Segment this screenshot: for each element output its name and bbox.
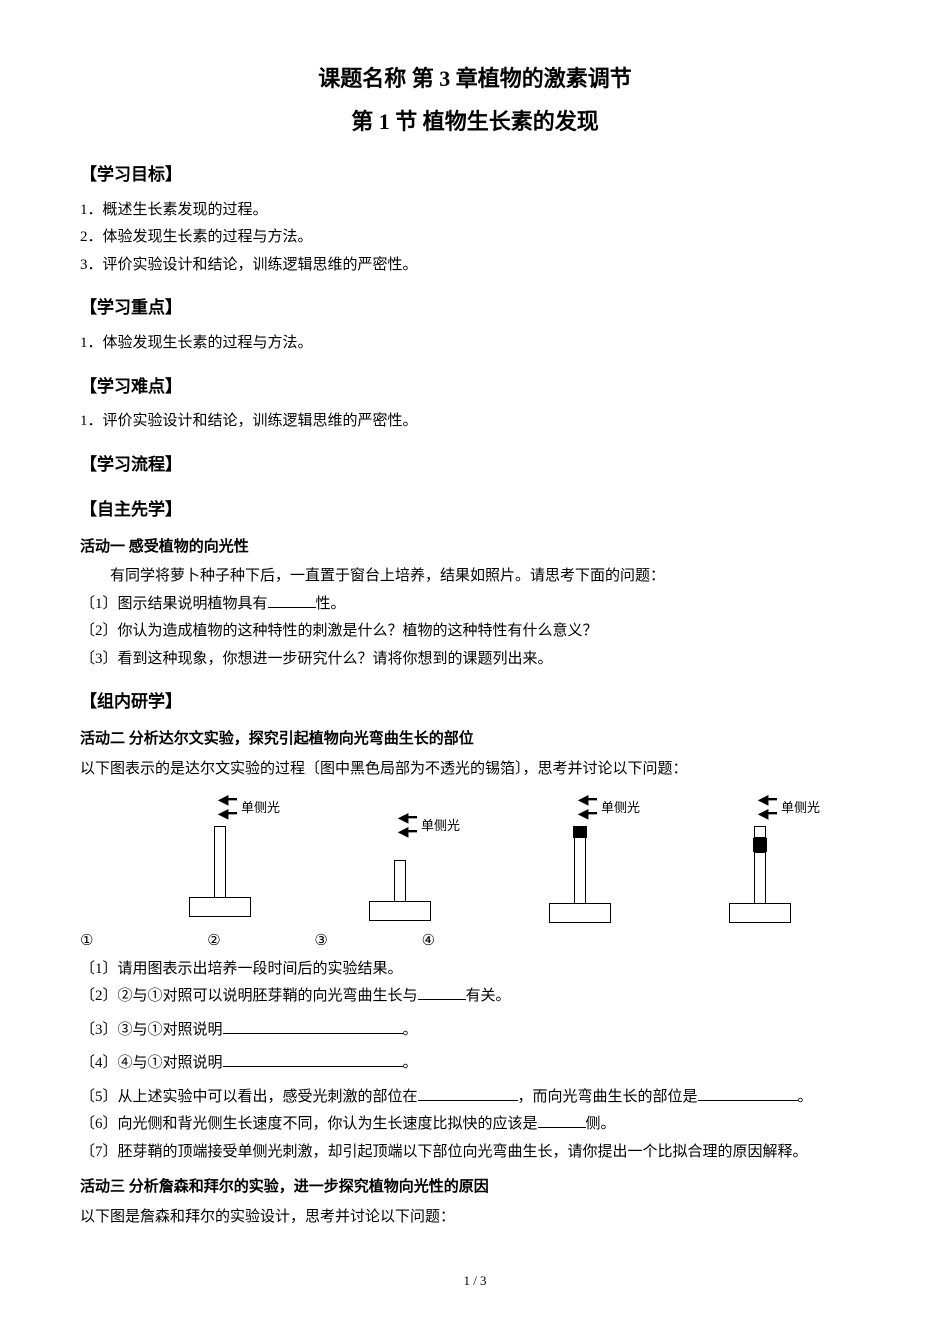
q4-pre: 〔4〕④与①对照说明 — [80, 1055, 223, 1071]
activity2-q7: 〔7〕胚芽鞘的顶端接受单侧光刺激，却引起顶端以下部位向光弯曲生长，请你提出一个比… — [80, 1140, 870, 1166]
arrow-icon: ◀━ — [578, 808, 597, 822]
activity1-head: 活动一 感受植物的向光性 — [80, 535, 870, 561]
fill-blank[interactable] — [698, 1085, 798, 1101]
arrow-icon: ◀━ — [578, 794, 597, 808]
section-learning-goals: 【学习目标】 — [80, 161, 870, 190]
experiment-4: ◀━◀━ 单侧光 — [700, 794, 820, 923]
arrow-icon: ◀━ — [218, 794, 237, 808]
fill-blank[interactable] — [538, 1112, 586, 1128]
difficulty-item: 1．评价实验设计和结论，训练逻辑思维的严密性。 — [80, 409, 870, 435]
arrow-icon: ◀━ — [218, 808, 237, 822]
light-label: 单侧光 — [781, 797, 820, 819]
activity2-q1: 〔1〕请用图表示出培养一段时间后的实验结果。 — [80, 957, 870, 983]
q2-post: 有关。 — [466, 988, 511, 1004]
light-label: 单侧光 — [241, 797, 280, 819]
fill-blank[interactable] — [418, 1085, 518, 1101]
activity1-q1: 〔1〕图示结果说明植物具有 性。 — [80, 592, 870, 618]
coleoptile-stem — [754, 852, 766, 904]
q3-pre: 〔3〕③与①对照说明 — [80, 1022, 223, 1038]
circled-3: ③ — [314, 933, 327, 949]
q4-post: 。 — [403, 1055, 418, 1071]
activity2-q3: 〔3〕③与①对照说明 。 — [80, 1018, 870, 1044]
activity3-intro: 以下图是詹森和拜尔的实验设计，思考并讨论以下问题： — [80, 1205, 870, 1231]
cut-tip — [395, 844, 405, 854]
arrow-icon: ◀━ — [398, 826, 417, 840]
activity2-intro: 以下图表示的是达尔文实验的过程〔图中黑色局部为不透光的锡箔〕，思考并讨论以下问题… — [80, 757, 870, 783]
light-label: 单侧光 — [601, 797, 640, 819]
activity2-q5: 〔5〕从上述实验中可以看出，感受光刺激的部位在 ，而向光弯曲生长的部位是 。 — [80, 1085, 870, 1111]
activity2-q2: 〔2〕②与①对照可以说明胚芽鞘的向光弯曲生长与 有关。 — [80, 984, 870, 1010]
experiment-1: ◀━◀━ 单侧光 — [160, 794, 280, 917]
coleoptile-tip — [754, 826, 766, 838]
keypoint-item: 1．体验发现生长素的过程与方法。 — [80, 331, 870, 357]
activity2-q4: 〔4〕④与①对照说明 。 — [80, 1051, 870, 1077]
section-flow: 【学习流程】 — [80, 451, 870, 480]
light-label: 单侧光 — [421, 815, 460, 837]
q5-post: 。 — [798, 1089, 813, 1105]
page-number: 1 / 3 — [80, 1270, 870, 1292]
circled-1: ① — [80, 933, 93, 949]
section-difficulties: 【学习难点】 — [80, 373, 870, 402]
foil-sleeve — [753, 838, 767, 852]
q6-post: 侧。 — [586, 1116, 616, 1132]
goal-item: 3．评价实验设计和结论，训练逻辑思维的严密性。 — [80, 253, 870, 279]
activity1-intro: 有同学将萝卜种子种下后，一直置于窗台上培养，结果如照片。请思考下面的问题： — [80, 564, 870, 590]
arrow-icon: ◀━ — [758, 808, 777, 822]
activity1-q2: 〔2〕你认为造成植物的这种特性的刺激是什么？植物的这种特性有什么意义？ — [80, 619, 870, 645]
fill-blank[interactable] — [223, 1018, 403, 1034]
fill-blank[interactable] — [268, 592, 316, 608]
section-self-study: 【自主先学】 — [80, 496, 870, 525]
arrow-icon: ◀━ — [758, 794, 777, 808]
page-title: 课题名称 第 3 章植物的激素调节 — [80, 60, 870, 97]
section-key-points: 【学习重点】 — [80, 294, 870, 323]
coleoptile-stem — [394, 860, 406, 902]
arrow-icon: ◀━ — [398, 812, 417, 826]
darwin-experiment-diagram: ◀━◀━ 单侧光 ◀━◀━ 单侧光 ◀━◀ — [160, 794, 870, 923]
q3-post: 。 — [403, 1022, 418, 1038]
page-subtitle: 第 1 节 植物生长素的发现 — [80, 103, 870, 140]
fill-blank[interactable] — [418, 984, 466, 1000]
coleoptile-base — [729, 903, 791, 923]
activity2-q6: 〔6〕向光侧和背光侧生长速度不同，你认为生长速度比拟快的应该是 侧。 — [80, 1112, 870, 1138]
coleoptile-stem — [214, 826, 226, 898]
activity1-q3: 〔3〕看到这种现象，你想进一步研究什么？请将你想到的课题列出来。 — [80, 647, 870, 673]
q5-mid: ，而向光弯曲生长的部位是 — [518, 1089, 698, 1105]
experiment-3: ◀━◀━ 单侧光 — [520, 794, 640, 923]
section-group-study: 【组内研学】 — [80, 688, 870, 717]
fill-blank[interactable] — [223, 1051, 403, 1067]
q2-pre: 〔2〕②与①对照可以说明胚芽鞘的向光弯曲生长与 — [80, 988, 418, 1004]
goal-item: 2．体验发现生长素的过程与方法。 — [80, 225, 870, 251]
activity3-head: 活动三 分析詹森和拜尔的实验，进一步探究植物向光性的原因 — [80, 1175, 870, 1201]
experiment-numbers: ① ② ③ ④ — [80, 929, 870, 955]
q6-pre: 〔6〕向光侧和背光侧生长速度不同，你认为生长速度比拟快的应该是 — [80, 1116, 538, 1132]
goal-item: 1．概述生长素发现的过程。 — [80, 198, 870, 224]
coleoptile-base — [189, 897, 251, 917]
experiment-2: ◀━◀━ 单侧光 — [340, 794, 460, 921]
circled-4: ④ — [422, 933, 435, 949]
circled-2: ② — [207, 933, 220, 949]
q1-post: 性。 — [316, 596, 346, 612]
coleoptile-base — [549, 903, 611, 923]
q1-pre: 〔1〕图示结果说明植物具有 — [80, 596, 268, 612]
activity2-head: 活动二 分析达尔文实验，探究引起植物向光弯曲生长的部位 — [80, 727, 870, 753]
coleoptile-stem — [574, 837, 586, 904]
coleoptile-base — [369, 901, 431, 921]
q5-pre: 〔5〕从上述实验中可以看出，感受光刺激的部位在 — [80, 1089, 418, 1105]
